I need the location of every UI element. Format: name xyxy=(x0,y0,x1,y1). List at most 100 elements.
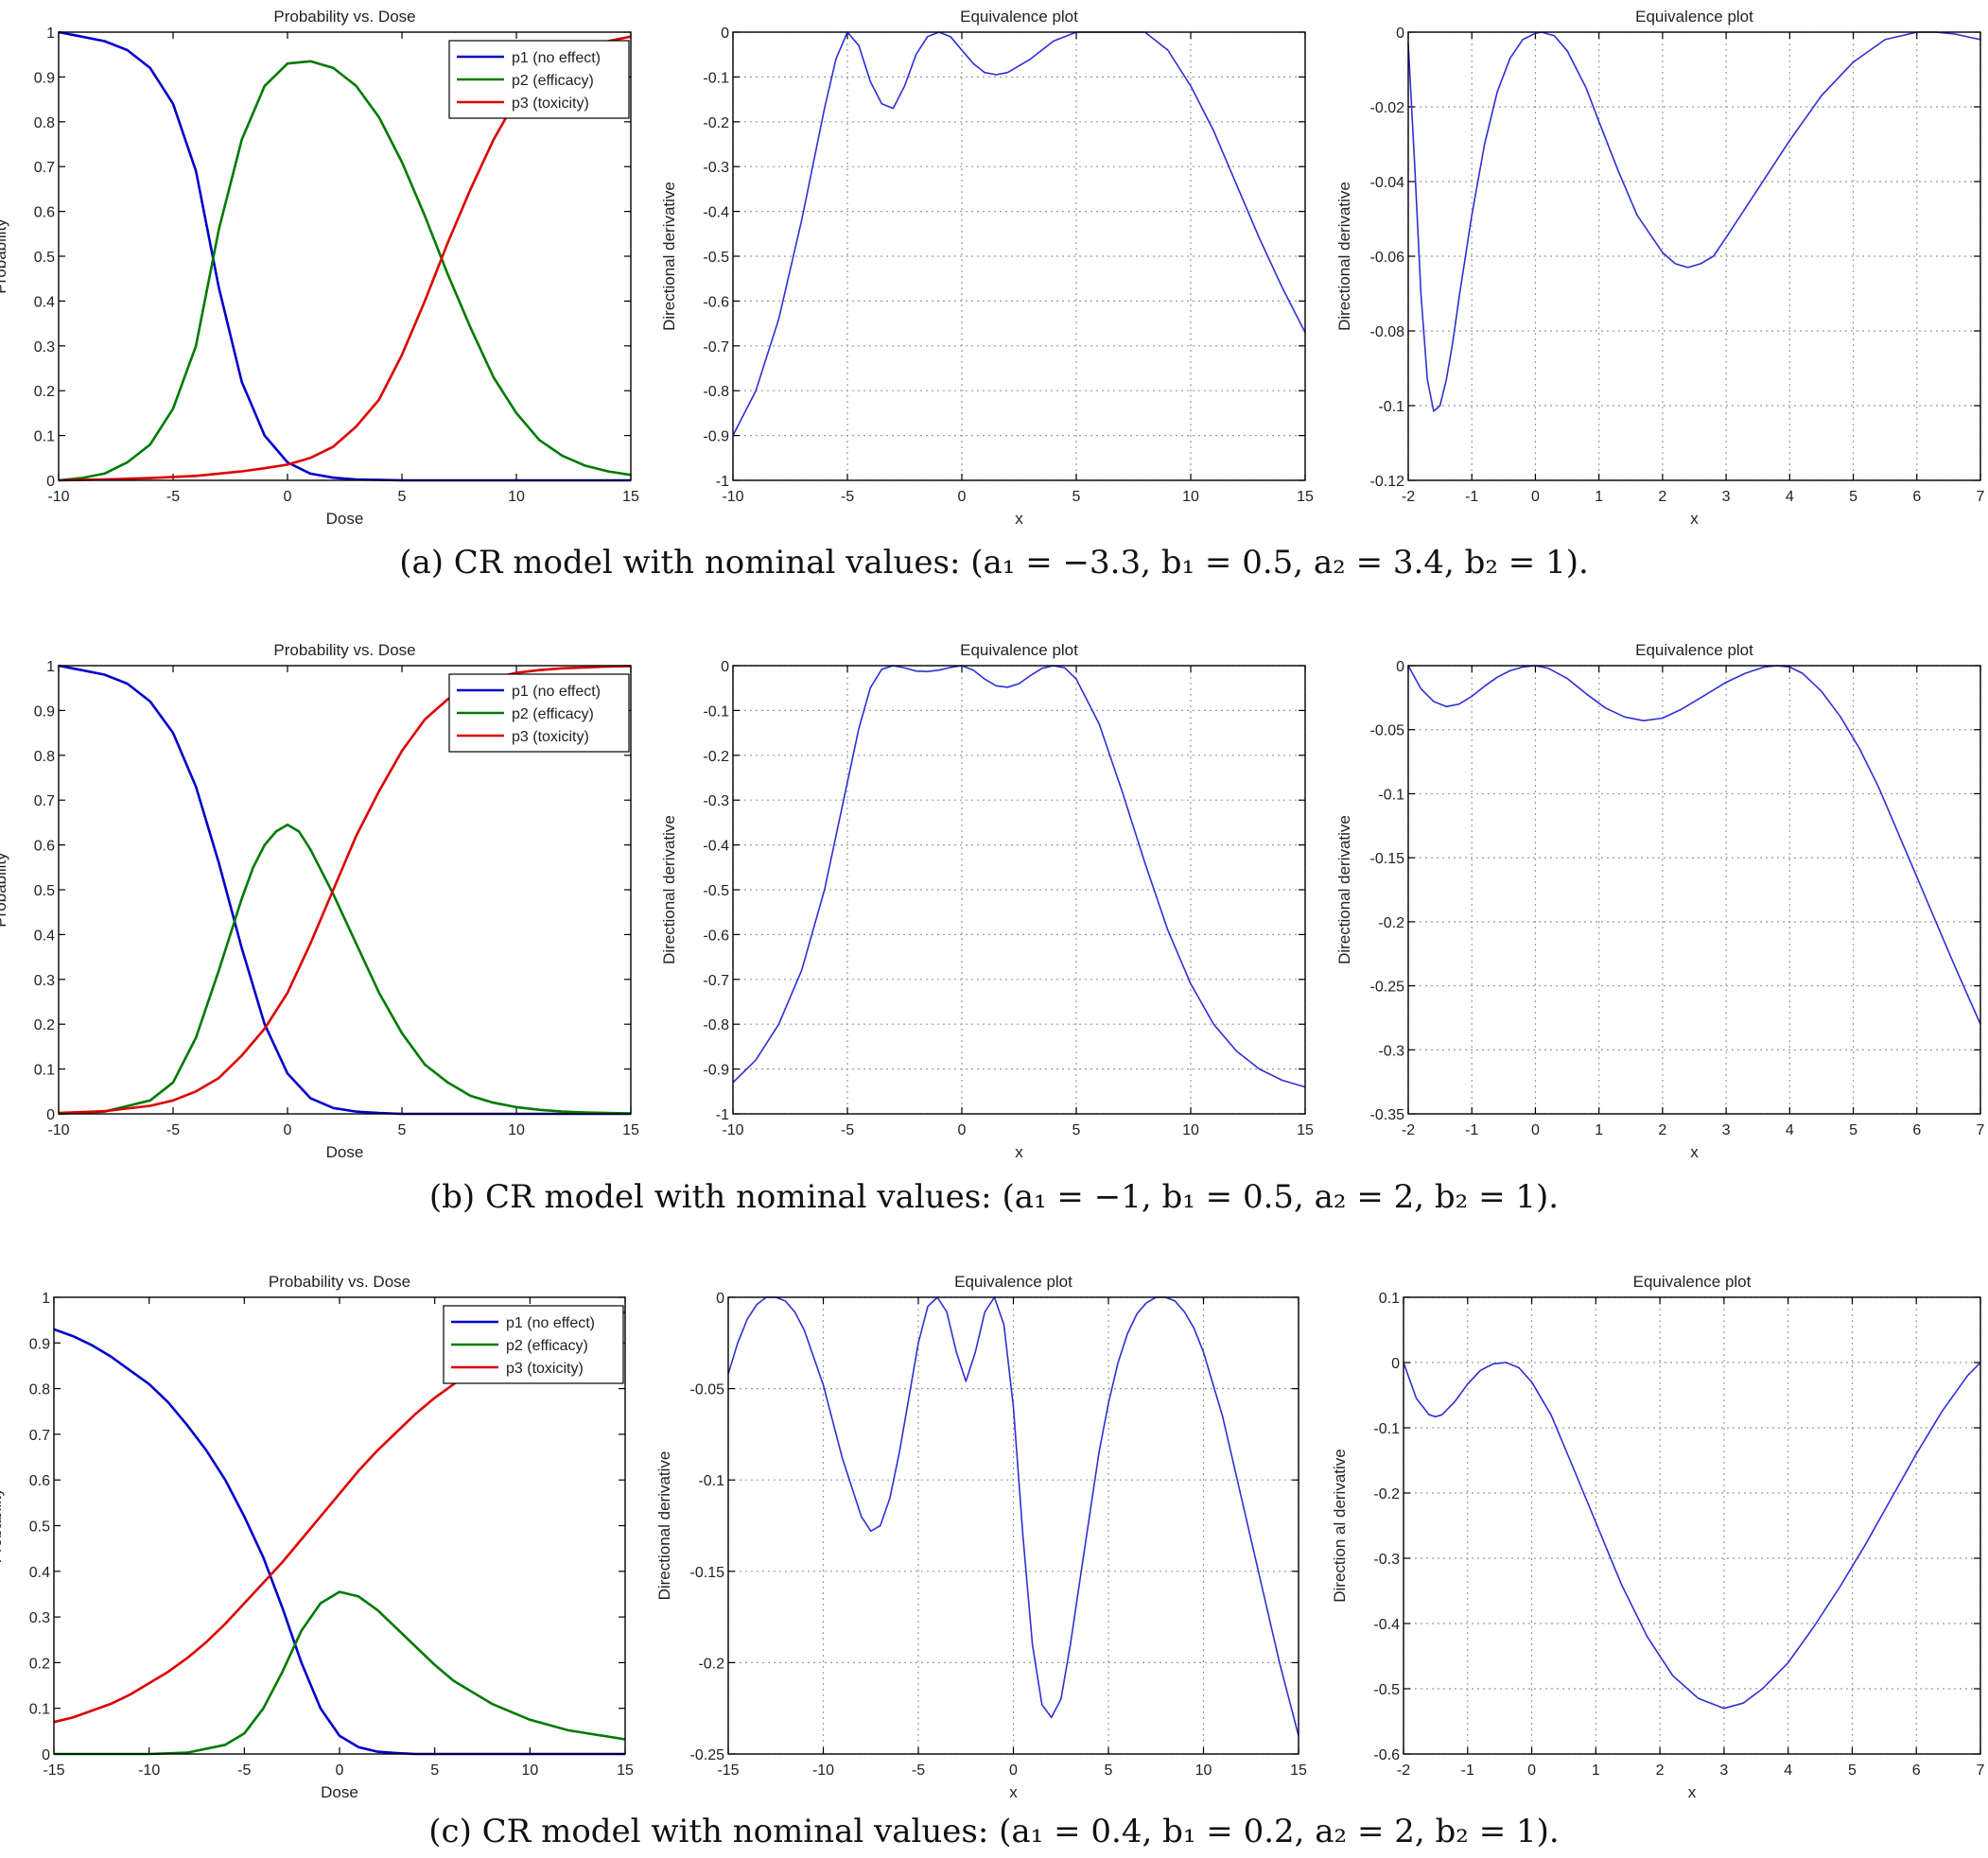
y-tick-label: -0.15 xyxy=(690,1565,725,1581)
legend-label: p2 (efficacy) xyxy=(512,73,594,89)
y-tick-label: 0 xyxy=(716,1291,724,1307)
series-line-deriv xyxy=(732,31,1306,436)
x-tick-label: -5 xyxy=(166,1122,180,1138)
y-axis-label: Directional derivative xyxy=(1335,182,1353,331)
y-tick-label: -0.1 xyxy=(1373,1421,1400,1437)
chart-title: Equivalence plot xyxy=(960,8,1078,26)
x-tick-label: -2 xyxy=(1402,1122,1415,1138)
chart-title: Probability vs. Dose xyxy=(269,1273,410,1291)
series-line-p1 xyxy=(58,664,631,1116)
x-tick-label: 5 xyxy=(1072,1122,1081,1138)
y-tick-label: 0.4 xyxy=(34,294,55,310)
x-tick-label: -5 xyxy=(166,489,180,505)
x-tick-label: 10 xyxy=(508,489,525,505)
y-tick-label: -0.2 xyxy=(1378,915,1404,931)
x-tick-label: 1 xyxy=(1595,1122,1603,1138)
y-tick-label: 0.3 xyxy=(29,1610,50,1626)
x-tick-label: 0 xyxy=(958,489,967,505)
y-tick-label: 0 xyxy=(42,1747,50,1763)
x-tick-label: 2 xyxy=(1658,1122,1666,1138)
chart-c2: -15 -10 -5 0 5 10 15 -0.25 -0.2 -0.15 -0.1 -0.05 0 Eq… xyxy=(655,1273,1307,1801)
axes-frame xyxy=(1407,665,1981,1115)
x-tick-label: 15 xyxy=(617,1762,634,1779)
x-tick-label: 0 xyxy=(1527,1762,1536,1779)
x-tick-label: 15 xyxy=(1297,1122,1314,1138)
y-tick-label: -0.4 xyxy=(703,205,729,221)
x-tick-label: 15 xyxy=(622,489,639,505)
y-tick-label: -0.15 xyxy=(1370,851,1405,867)
y-tick-label: 0.1 xyxy=(1379,1291,1400,1307)
x-tick-label: -10 xyxy=(812,1762,834,1779)
y-tick-label: -0.3 xyxy=(1373,1552,1400,1568)
x-axis-label: x xyxy=(1688,1783,1697,1801)
y-tick-label: 1 xyxy=(46,659,55,675)
x-tick-label: 5 xyxy=(1849,1122,1857,1138)
y-tick-label: 0.7 xyxy=(34,793,55,809)
y-tick-label: 0 xyxy=(721,659,729,675)
x-tick-label: 4 xyxy=(1786,489,1794,505)
legend-label: p1 (no effect) xyxy=(512,684,601,700)
y-tick-label: 0.5 xyxy=(34,250,55,266)
plot-area xyxy=(1404,1297,1980,1754)
x-tick-label: 7 xyxy=(1977,1762,1985,1779)
x-tick-label: -10 xyxy=(47,1122,69,1138)
x-axis-label: x xyxy=(1690,1143,1699,1161)
x-tick-label: 0 xyxy=(1009,1762,1018,1779)
x-tick-label: 0 xyxy=(958,1122,967,1138)
y-tick-label: 0 xyxy=(46,474,55,490)
x-tick-label: -15 xyxy=(43,1762,64,1779)
legend-label: p3 (toxicity) xyxy=(512,96,589,112)
x-tick-label: -1 xyxy=(1461,1762,1474,1779)
x-tick-label: 0 xyxy=(1531,1122,1540,1138)
y-tick-label: -0.35 xyxy=(1370,1107,1405,1123)
y-tick-label: 0.2 xyxy=(34,384,55,400)
y-tick-label: -0.02 xyxy=(1370,100,1405,116)
y-tick-label: -0.8 xyxy=(703,1017,729,1033)
chart-b1: -10 -5 0 5 10 15 0 0.1 0.2 0.3 0.4 0.5 0.6 0.7 0.8 0.9 1… xyxy=(0,641,639,1161)
x-axis-label: Dose xyxy=(321,1783,358,1801)
x-tick-label: -10 xyxy=(47,489,69,505)
x-tick-label: -15 xyxy=(717,1762,739,1779)
y-tick-label: -0.5 xyxy=(703,250,729,266)
series-line-p2 xyxy=(58,60,632,482)
series-line-deriv xyxy=(1407,665,1981,1025)
x-tick-label: 0 xyxy=(284,489,292,505)
y-tick-label: 0.2 xyxy=(34,1017,55,1033)
chart-title: Equivalence plot xyxy=(960,641,1078,659)
y-tick-label: 0.7 xyxy=(29,1428,50,1444)
y-tick-label: 0.4 xyxy=(34,928,55,944)
y-tick-label: 0.9 xyxy=(29,1336,50,1352)
legend-label: p3 (toxicity) xyxy=(512,729,589,745)
y-tick-label: -1 xyxy=(716,474,729,490)
x-tick-label: 10 xyxy=(1182,1122,1199,1138)
series-line-p2 xyxy=(58,823,632,1116)
legend-label: p1 (no effect) xyxy=(512,50,601,66)
y-axis-label: Probability xyxy=(0,218,9,294)
chart-a1: -10 -5 0 5 10 15 0 0.1 0.2 0.3 0.4 0.5 0.6 0.7 0.8 0.9 1… xyxy=(0,8,639,528)
x-tick-label: 10 xyxy=(1195,1762,1212,1779)
y-tick-label: -0.4 xyxy=(1373,1617,1400,1633)
chart-a2: -10 -5 0 5 10 15 -1 -0.9 -0.8 -0.7 -0.6 -0.5 -0.4 -0.… xyxy=(660,8,1314,528)
y-tick-label: -0.25 xyxy=(1370,980,1405,996)
y-tick-label: -0.1 xyxy=(1378,787,1404,803)
chart-c3: -2 -1 0 1 2 3 4 5 6 7 -0.6 -0.5 -0.4 -0.3 -0.2 -0.1 0 0.1… xyxy=(1331,1273,1985,1801)
y-tick-label: 1 xyxy=(46,26,55,42)
y-tick-label: -0.08 xyxy=(1370,324,1405,340)
chart-title: Equivalence plot xyxy=(1635,641,1753,659)
y-tick-label: 0.1 xyxy=(29,1702,50,1718)
y-tick-label: -0.2 xyxy=(698,1656,724,1672)
axes-frame xyxy=(732,31,1306,481)
y-axis-label: Directional derivative xyxy=(1335,815,1353,964)
legend-label: p3 (toxicity) xyxy=(506,1361,584,1377)
x-tick-label: 2 xyxy=(1656,1762,1665,1779)
y-tick-label: -0.25 xyxy=(690,1747,725,1763)
chart-a3: -2 -1 0 1 2 3 4 5 6 7 -0.12 -0.1 -0.08 -0.06 -0.04 -0.0… xyxy=(1335,8,1985,528)
x-tick-label: 1 xyxy=(1592,1762,1600,1779)
y-tick-label: 0.7 xyxy=(34,160,55,176)
legend-label: p1 (no effect) xyxy=(506,1315,595,1331)
y-tick-label: 0 xyxy=(1396,26,1404,42)
x-tick-label: 10 xyxy=(1182,489,1199,505)
x-tick-label: 6 xyxy=(1912,1762,1921,1779)
y-axis-label: Probability xyxy=(0,852,9,928)
